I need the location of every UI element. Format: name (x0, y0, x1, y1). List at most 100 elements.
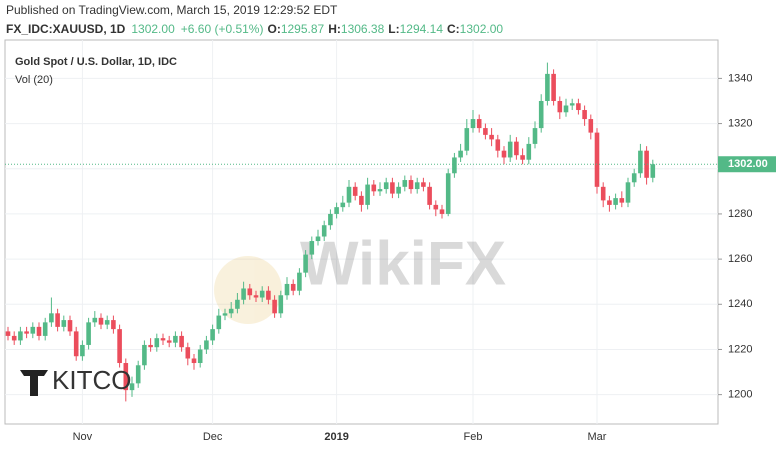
candle-body (514, 141, 519, 156)
candle-body (204, 340, 209, 350)
candle-body (259, 290, 265, 298)
candle-body (86, 322, 91, 345)
candle-body (216, 315, 222, 330)
candle-body (129, 383, 135, 391)
candle-body (476, 119, 482, 129)
candle-body (160, 338, 166, 341)
candle-body (235, 299, 240, 309)
quote-line: FX_IDC:XAUUSD, 1D 1302.00 +6.60 (+0.51%) O:… (6, 22, 503, 36)
candle-body (526, 143, 532, 160)
ohlc-value: 1306.38 (341, 22, 385, 36)
candle-body (352, 186, 358, 196)
logo: KITCO (20, 365, 131, 396)
candle-body (191, 358, 197, 364)
candle-body (483, 128, 488, 135)
last-price-tag (718, 156, 776, 173)
chart-subtitle: Vol (20) (15, 74, 53, 86)
candle-body (576, 103, 581, 111)
candle-body (11, 335, 17, 341)
logo-text: KITCO (52, 365, 131, 395)
ohlc-label: C: (447, 22, 460, 36)
candle-body (284, 283, 290, 296)
candle-body (30, 326, 36, 334)
candle-body (507, 141, 513, 158)
candle-body (117, 329, 122, 364)
candle-body (551, 73, 556, 101)
candle-body (154, 338, 160, 348)
candle-body (185, 347, 191, 359)
candle-body (340, 202, 346, 208)
candle-body (557, 100, 563, 113)
candle-body (135, 365, 141, 384)
candle-body (297, 272, 302, 291)
candle-body (396, 186, 401, 194)
candle-body (520, 155, 525, 160)
candle-body (55, 313, 60, 327)
candle-body (402, 180, 408, 187)
candle-body (625, 182, 631, 203)
last-price: 1302.00 (131, 22, 175, 36)
candle-body (266, 290, 271, 300)
candle-body (315, 236, 321, 242)
candle-body (49, 313, 54, 323)
candle-body (247, 288, 253, 296)
x-tick-label: Mar (588, 431, 607, 443)
candle-body (253, 295, 259, 298)
candle-body (377, 189, 383, 192)
candle-body (470, 119, 476, 129)
candle-body (439, 209, 445, 214)
ohlc-value: 1294.14 (400, 22, 444, 36)
ohlc-label: O: (267, 22, 280, 36)
candle-body (489, 134, 494, 140)
candle-body (600, 186, 606, 201)
candle-body (123, 363, 129, 391)
candle-body (42, 322, 48, 336)
symbol: FX_IDC:XAUUSD, 1D (6, 22, 126, 36)
x-tick-label: 2019 (324, 431, 348, 443)
candle-body (569, 103, 575, 106)
ohlc-label: H: (328, 22, 341, 36)
candle-body (594, 132, 600, 187)
candle-body (24, 331, 29, 334)
published-note: Published on TradingView.com, March 15, … (6, 3, 338, 17)
candle-body (390, 182, 395, 194)
candle-body (303, 254, 308, 273)
candle-body (588, 119, 594, 133)
plot-frame (4, 39, 719, 425)
candle-body (241, 288, 246, 300)
watermark-text: WikiFX (300, 229, 506, 298)
candles (5, 62, 656, 402)
y-tick-label: 1280 (728, 208, 752, 220)
y-tick-label: 1200 (728, 389, 752, 401)
candle-body (408, 180, 414, 190)
candle-body (222, 313, 228, 316)
candle-body (365, 184, 370, 205)
candle-body (433, 204, 439, 210)
candle-body (179, 335, 184, 348)
y-tick-label: 1340 (728, 72, 752, 84)
candle-body (142, 344, 147, 366)
x-tick-label: Nov (73, 431, 93, 443)
candle-body (334, 207, 339, 214)
candle-body (272, 299, 277, 314)
candle-body (61, 320, 67, 327)
candle-body (619, 198, 625, 203)
candle-body (290, 283, 296, 291)
candle-body (638, 150, 643, 174)
candle-body (452, 157, 457, 174)
candle-body (197, 349, 203, 364)
candle-body (383, 182, 389, 190)
ohlc-value: 1295.87 (281, 22, 325, 36)
candle-body (359, 195, 364, 205)
candle-body (532, 128, 538, 144)
candle-body (545, 73, 550, 101)
candle-body (228, 308, 234, 314)
candle-body (148, 344, 153, 348)
candle-body (111, 320, 116, 330)
candle-body (371, 184, 377, 192)
y-tick-label: 1240 (728, 298, 752, 310)
y-tick-label: 1320 (728, 117, 752, 129)
candle-body (464, 128, 470, 151)
candle-body (5, 331, 11, 336)
